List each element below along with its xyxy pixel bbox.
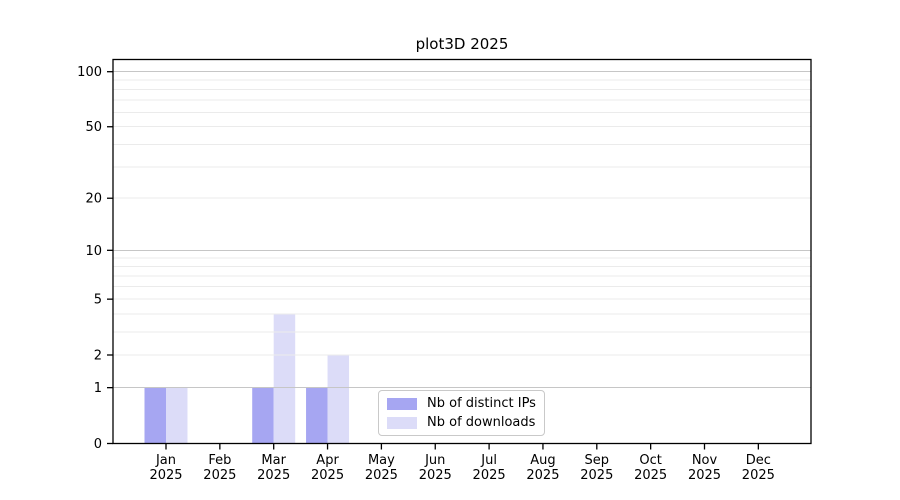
y-tick-label: 2 xyxy=(94,348,102,363)
bar-downloads xyxy=(273,313,296,444)
x-tick-label-month: Oct xyxy=(639,453,661,468)
x-tick-label-year: 2025 xyxy=(203,468,236,483)
x-tick-label-month: Apr xyxy=(316,453,339,468)
bar-downloads xyxy=(166,387,188,444)
x-tick-label-year: 2025 xyxy=(688,468,721,483)
x-tick-label-year: 2025 xyxy=(419,468,452,483)
x-tick-label-month: Jan xyxy=(155,453,176,468)
x-tick-label-month: Sep xyxy=(585,453,610,468)
y-tick-label: 100 xyxy=(77,65,102,80)
x-tick-label-month: Jun xyxy=(424,453,445,468)
x-tick-label-year: 2025 xyxy=(473,468,506,483)
legend: Nb of distinct IPs Nb of downloads xyxy=(378,390,545,436)
bar-distinct-ips xyxy=(252,387,274,444)
y-tick-label: 0 xyxy=(94,437,102,452)
legend-swatch-downloads xyxy=(387,416,417,429)
y-tick-label: 5 xyxy=(94,293,102,308)
legend-swatch-distinct-ips xyxy=(387,397,417,410)
legend-label-downloads: Nb of downloads xyxy=(427,415,536,430)
x-tick-label-year: 2025 xyxy=(149,468,182,483)
x-tick-label-year: 2025 xyxy=(526,468,559,483)
x-tick-label-month: Nov xyxy=(692,453,718,468)
y-tick-label: 1 xyxy=(94,381,102,396)
chart-title: plot3D 2025 xyxy=(415,35,509,53)
bar-distinct-ips xyxy=(306,387,328,444)
plot-border xyxy=(112,58,812,445)
x-tick-label-month: Jul xyxy=(480,453,497,468)
x-tick-label-year: 2025 xyxy=(634,468,667,483)
x-tick-label-year: 2025 xyxy=(742,468,775,483)
x-tick-label-month: Feb xyxy=(208,453,231,468)
x-tick-label-month: May xyxy=(368,453,395,468)
x-tick-label-year: 2025 xyxy=(311,468,344,483)
legend-row: Nb of downloads xyxy=(387,415,536,430)
y-tick-label: 10 xyxy=(85,244,102,259)
x-tick-label-year: 2025 xyxy=(365,468,398,483)
x-tick-label-year: 2025 xyxy=(580,468,613,483)
x-tick-label-month: Aug xyxy=(530,453,555,468)
y-tick-label: 50 xyxy=(85,120,102,135)
legend-row: Nb of distinct IPs xyxy=(387,396,536,411)
bar-distinct-ips xyxy=(144,387,166,444)
x-tick-label-month: Mar xyxy=(261,453,286,468)
legend-label-distinct-ips: Nb of distinct IPs xyxy=(427,396,536,411)
x-tick-label-month: Dec xyxy=(746,453,771,468)
y-tick-label: 20 xyxy=(85,192,102,207)
x-tick-label-year: 2025 xyxy=(257,468,290,483)
bar-downloads xyxy=(327,354,350,444)
